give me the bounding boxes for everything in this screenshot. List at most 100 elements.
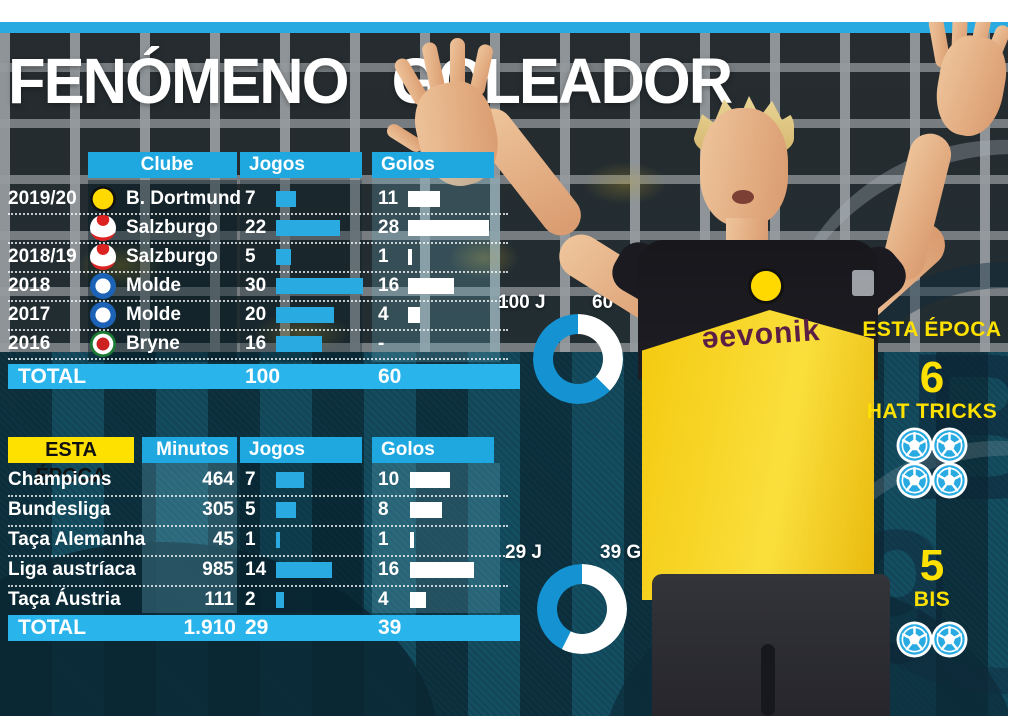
minutos-cell: 111	[204, 589, 234, 610]
club-logo-molde-icon	[90, 272, 116, 299]
column-header-golos: Golos	[372, 437, 494, 463]
hat-tricks-label: HAT TRICKS	[866, 400, 998, 423]
golos-cell: -	[378, 332, 385, 354]
soccer-ball-icon	[896, 462, 933, 499]
table-row: Taça Áustria 111 2 4	[8, 585, 508, 617]
jogos-column-panel	[240, 463, 362, 613]
club-cell: Molde	[126, 303, 181, 325]
jogos-cell: 20	[245, 303, 267, 325]
golos-bar	[408, 306, 420, 323]
season-cell: 2016	[8, 332, 51, 354]
golos-cell: 28	[378, 216, 400, 238]
career-donut-jogos-label: 100 J	[498, 292, 546, 313]
season-cell: 2018	[8, 274, 51, 296]
club-cell: Salzburgo	[126, 216, 218, 238]
total-minutos: 1.910	[183, 616, 236, 639]
season-donut-jogos-label: 29 J	[505, 542, 542, 563]
photo-canvas: B 9 FENÓMENO GOLEADOR	[0, 22, 1008, 716]
jogos-bar	[276, 532, 280, 548]
total-jogos: 29	[245, 616, 269, 639]
season-cell: 2019/20	[8, 187, 77, 209]
jogos-cell: 30	[245, 274, 267, 296]
golos-cell: 4	[378, 589, 389, 610]
golos-bar	[410, 472, 450, 488]
side-panel: ESTA ÉPOCA 6 HAT TRICKS 5 BIS	[862, 318, 1002, 658]
top-cyan-strip	[0, 22, 1008, 33]
golos-cell: 1	[378, 529, 389, 550]
bis-label: BIS	[913, 588, 951, 611]
page-margin-bottom	[0, 716, 1025, 720]
table-row: 2017 Molde 20 4	[8, 300, 508, 331]
golos-cell: 16	[378, 559, 400, 580]
club-cell: B. Dortmund	[126, 187, 242, 209]
total-jogos: 100	[245, 364, 281, 388]
column-header-jogos: Jogos	[240, 152, 362, 178]
golos-cell: 1	[378, 245, 389, 267]
club-logo-salzburg-icon	[90, 214, 116, 241]
jogos-cell: 1	[245, 529, 256, 550]
bis-balls	[894, 621, 970, 658]
table-row: 2016 Bryne 16 -	[8, 329, 508, 360]
page-title: FENÓMENO GOLEADOR	[8, 45, 733, 117]
club-logo-bryne-icon	[90, 330, 116, 357]
golos-bar	[410, 592, 426, 608]
jogos-bar	[276, 592, 284, 608]
golos-column-panel	[372, 463, 500, 613]
jogos-bar	[276, 335, 323, 352]
jogos-bar	[276, 190, 297, 207]
minutos-cell: 985	[202, 559, 234, 580]
season-cell: 2018/19	[8, 245, 77, 267]
competition-cell: Champions	[8, 469, 112, 490]
soccer-ball-icon	[931, 462, 968, 499]
season-donut-golos-label: 39 G	[600, 542, 642, 563]
competition-cell: Bundesliga	[8, 499, 111, 520]
golos-bar	[408, 277, 455, 294]
table-row: Salzburgo 22 28	[8, 213, 508, 244]
hat-tricks-balls	[894, 427, 970, 499]
table-row: 2018 Molde 30 16	[8, 271, 508, 302]
jogos-bar	[276, 219, 340, 236]
table-row: Champions 464 7 10	[8, 465, 508, 497]
jogos-cell: 2	[245, 589, 256, 610]
minutos-cell: 305	[202, 499, 234, 520]
total-label: TOTAL	[18, 616, 87, 639]
column-header-jogos: Jogos	[240, 437, 362, 463]
side-panel-title: ESTA ÉPOCA	[862, 318, 1002, 341]
jogos-cell: 5	[245, 499, 256, 520]
total-golos: 60	[378, 364, 402, 388]
table-row: 2019/20 B. Dortmund 7 11	[8, 184, 508, 215]
soccer-ball-icon	[896, 427, 933, 464]
total-label: TOTAL	[18, 364, 87, 388]
table-row: Liga austríaca 985 14 16	[8, 555, 508, 587]
minutos-cell: 464	[202, 469, 234, 490]
golos-cell: 10	[378, 469, 400, 490]
season-cell: 2017	[8, 303, 51, 325]
competition-cell: Liga austríaca	[8, 559, 136, 580]
jogos-bar	[276, 277, 363, 294]
season-table-title: ESTA ÉPOCA	[8, 437, 134, 487]
club-cell: Salzburgo	[126, 245, 218, 267]
minutos-column-panel	[142, 463, 237, 613]
season-table: ESTA ÉPOCA Minutos Jogos Golos Champions…	[0, 22, 1008, 716]
soccer-ball-icon	[931, 427, 968, 464]
club-logo-bvb-icon	[90, 185, 116, 212]
golos-cell: 16	[378, 274, 400, 296]
jogos-bar	[276, 248, 291, 265]
jogos-cell: 5	[245, 245, 256, 267]
golos-bar	[408, 190, 440, 207]
season-donut-chart	[537, 564, 627, 654]
jogos-cell: 7	[245, 187, 256, 209]
golos-cell: 4	[378, 303, 389, 325]
jogos-cell: 16	[245, 332, 267, 354]
jogos-cell: 22	[245, 216, 267, 238]
column-header-clube: Clube	[88, 152, 237, 178]
jogos-bar	[276, 306, 334, 323]
golos-bar	[410, 502, 442, 518]
golos-cell: 8	[378, 499, 389, 520]
jogos-bar	[276, 472, 304, 488]
club-logo-salzburg-icon	[90, 243, 116, 270]
golos-bar	[408, 248, 412, 265]
bis-count: 5	[919, 541, 945, 590]
jogos-cell: 14	[245, 559, 267, 580]
